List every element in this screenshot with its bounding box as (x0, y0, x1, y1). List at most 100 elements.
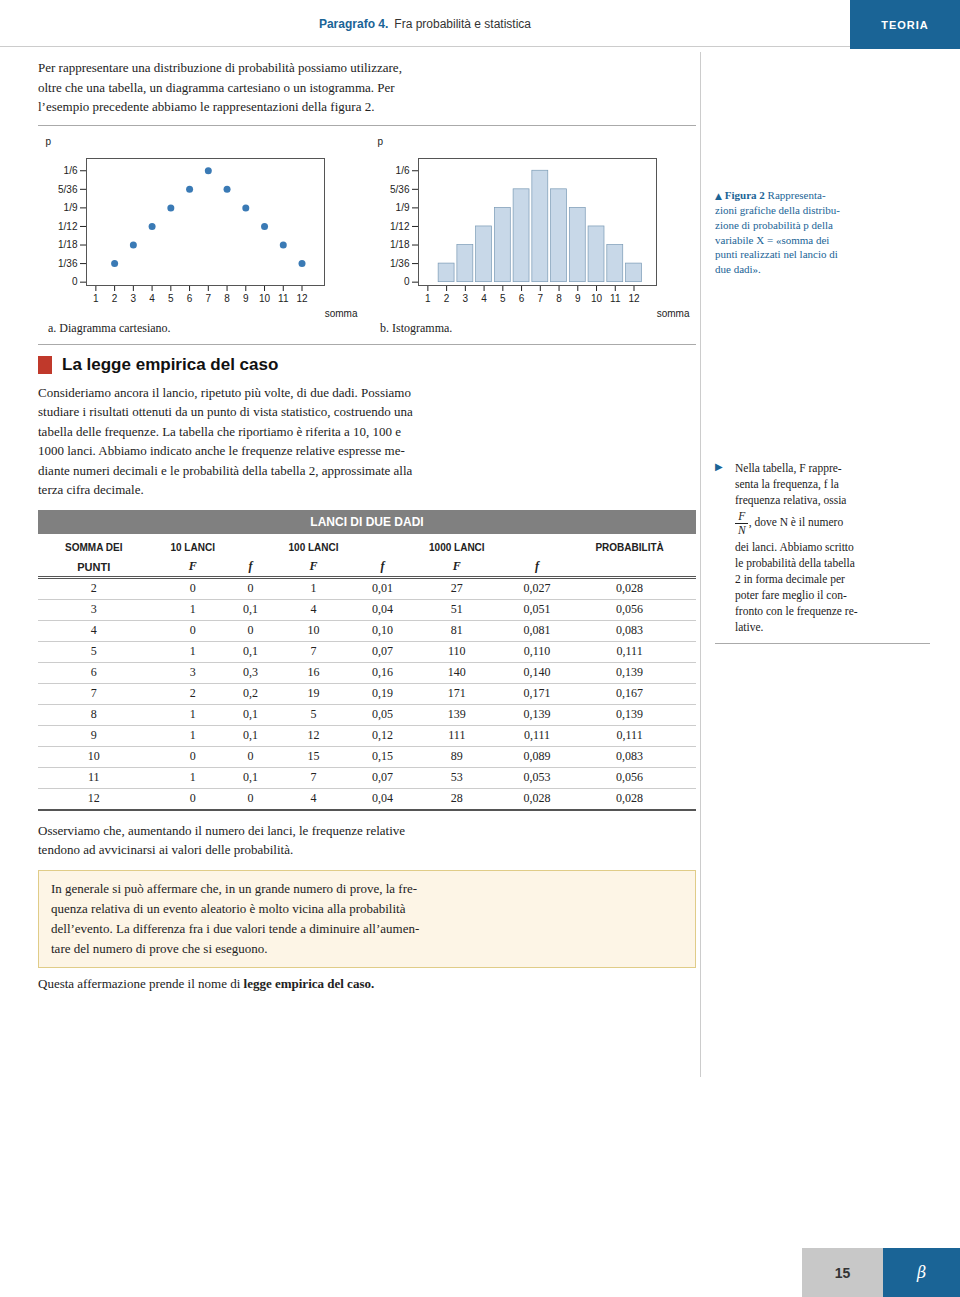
html-text:0,04: 0,04 (372, 791, 393, 805)
html-text:0,05: 0,05 (372, 707, 393, 721)
html-text:0,19: 0,19 (372, 686, 393, 700)
svg-text:3: 3 (131, 292, 137, 303)
html-text:171: 171 (447, 686, 466, 700)
html-text:0,053: 0,053 (523, 770, 551, 784)
html-text:▲Figura 2 Rappresenta- zioni g: ▲Figura 2 Rappresenta- zioni grafiche de… (715, 189, 840, 276)
html-text:Consideriamo ancora il lancio,: Consideriamo ancora il lancio, ripetuto … (38, 384, 413, 497)
html-text:0,139: 0,139 (616, 707, 644, 721)
svg-text:1/9: 1/9 (64, 202, 78, 213)
html-text:0,110: 0,110 (523, 644, 551, 658)
html-text:dei lanci. Abbiamo scritto le: dei lanci. Abbiamo scritto le probabilit… (735, 540, 858, 633)
html-text:0,07: 0,07 (372, 770, 393, 784)
html-text:0,171: 0,171 (523, 686, 551, 700)
html-text:Per rappresentare una distribu: Per rappresentare una distribuzione di p… (38, 60, 402, 114)
svg-text:4: 4 (149, 292, 155, 303)
html-text:0,140: 0,140 (523, 665, 551, 679)
svg-text:1/12: 1/12 (58, 220, 78, 231)
svg-text:1/18: 1/18 (58, 239, 78, 250)
html-text:0,056: 0,056 (616, 770, 644, 784)
svg-text:p: p (46, 135, 52, 146)
svg-text:10: 10 (259, 292, 271, 303)
svg-text:1/36: 1/36 (390, 257, 410, 268)
svg-text:1: 1 (425, 292, 431, 303)
html-text:0,1: 0,1 (242, 644, 258, 658)
html-text:0,027: 0,027 (523, 581, 551, 595)
svg-text:7: 7 (206, 292, 212, 303)
html-text:0,167: 0,167 (616, 686, 644, 700)
html-text:0,111: 0,111 (524, 728, 551, 742)
html-text:0,051: 0,051 (523, 602, 551, 616)
svg-text:2: 2 (444, 292, 450, 303)
svg-text:9: 9 (575, 292, 581, 303)
html-text:0,139: 0,139 (616, 665, 644, 679)
svg-text:8: 8 (556, 292, 562, 303)
svg-text:5: 5 (500, 292, 506, 303)
svg-text:1/36: 1/36 (58, 257, 78, 268)
svg-text:4: 4 (481, 292, 487, 303)
html-text:a. Diagramma cartesiano.: a. Diagramma cartesiano. (48, 320, 171, 335)
html-text:0,1: 0,1 (242, 707, 258, 721)
html-text:In generale si può affermare c: In generale si può affermare che, in un … (51, 880, 420, 956)
html-text:Questa affermazione prende il: Questa affermazione prende il nome di le… (38, 976, 375, 992)
svg-text:3: 3 (463, 292, 469, 303)
svg-text:1/9: 1/9 (396, 202, 410, 213)
html-text:110: 110 (448, 644, 466, 658)
html-text:0,1: 0,1 (242, 602, 258, 616)
html-text:La legge empirica del caso: La legge empirica del caso (62, 354, 279, 374)
html-text:0,04: 0,04 (372, 602, 393, 616)
html-text:Paragrafo 4. Fra probabilità e: Paragrafo 4. Fra probabilità e statistic… (318, 16, 531, 31)
svg-text:7: 7 (538, 292, 544, 303)
html-text:140: 140 (447, 665, 466, 679)
svg-text:9: 9 (243, 292, 249, 303)
svg-text:1/6: 1/6 (64, 164, 78, 175)
svg-text:5/36: 5/36 (58, 183, 78, 194)
svg-text:8: 8 (224, 292, 230, 303)
html-text:0,2: 0,2 (242, 686, 258, 700)
html-text:Nella tabella, F rappre- senta: Nella tabella, F rappre- senta la freque… (735, 462, 847, 507)
html-text:0,111: 0,111 (616, 644, 643, 658)
html-text:b. Istogramma.: b. Istogramma. (380, 320, 453, 335)
svg-text:1/6: 1/6 (396, 164, 410, 175)
svg-text:1/18: 1/18 (390, 239, 410, 250)
html-text:0,3: 0,3 (242, 665, 258, 679)
html-text:LANCI DI DUE DADI: LANCI DI DUE DADI (310, 514, 424, 529)
html-text:0,1: 0,1 (242, 728, 258, 742)
svg-text:11: 11 (610, 292, 621, 303)
svg-text:0: 0 (404, 276, 410, 287)
html-text:111: 111 (448, 728, 466, 742)
html-text:0,028: 0,028 (616, 581, 644, 595)
html-text:0,081: 0,081 (523, 623, 551, 637)
svg-text:5: 5 (168, 292, 174, 303)
html-text:0,089: 0,089 (523, 749, 551, 763)
html-text:0,056: 0,056 (616, 602, 644, 616)
svg-text:5/36: 5/36 (390, 183, 410, 194)
html-text:0,15: 0,15 (372, 749, 393, 763)
html-text:139: 139 (447, 707, 466, 721)
svg-text:somma: somma (657, 307, 690, 318)
html-text:0,083: 0,083 (616, 623, 644, 637)
svg-text:11: 11 (278, 292, 289, 303)
html-text:0,10: 0,10 (372, 623, 393, 637)
html-text:0,07: 0,07 (372, 644, 393, 658)
svg-text:2: 2 (112, 292, 118, 303)
svg-text:6: 6 (187, 292, 193, 303)
svg-text:6: 6 (519, 292, 525, 303)
html-text:0,01: 0,01 (372, 581, 393, 595)
svg-text:10: 10 (591, 292, 603, 303)
html-text:0,083: 0,083 (616, 749, 644, 763)
svg-text:p: p (378, 135, 384, 146)
html-text:0,16: 0,16 (372, 665, 393, 679)
svg-text:somma: somma (325, 307, 358, 318)
svg-text:12: 12 (296, 292, 308, 303)
svg-text:1: 1 (93, 292, 99, 303)
svg-text:12: 12 (628, 292, 640, 303)
html-text:0,12: 0,12 (372, 728, 393, 742)
html-text:0,139: 0,139 (523, 707, 551, 721)
html-text:15: 15 (834, 1264, 851, 1281)
html-text:0,028: 0,028 (523, 791, 551, 805)
svg-text:0: 0 (72, 276, 78, 287)
html-text:0,111: 0,111 (616, 728, 643, 742)
html-text:Osserviamo che, aumentando il: Osserviamo che, aumentando il numero dei… (38, 822, 406, 857)
svg-text:1/12: 1/12 (390, 220, 410, 231)
html-text:0,1: 0,1 (242, 770, 258, 784)
